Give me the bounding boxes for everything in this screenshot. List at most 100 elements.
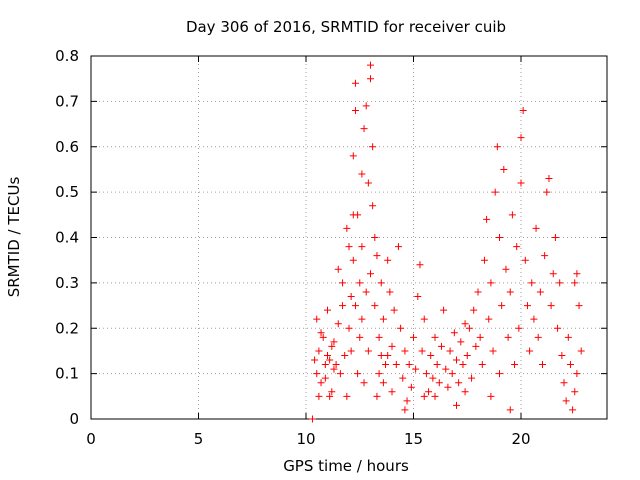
data-point xyxy=(500,165,508,173)
data-point xyxy=(345,324,353,332)
data-point xyxy=(407,383,415,391)
data-point xyxy=(358,243,366,251)
data-point xyxy=(349,256,357,264)
data-points xyxy=(308,61,585,423)
data-point xyxy=(517,179,525,187)
data-point xyxy=(485,315,493,323)
data-point xyxy=(444,383,452,391)
x-tick-label: 0 xyxy=(86,430,96,448)
data-point xyxy=(315,347,323,355)
data-point xyxy=(384,256,392,264)
data-point xyxy=(569,406,577,414)
data-point xyxy=(334,320,342,328)
data-point xyxy=(334,265,342,273)
data-point xyxy=(575,302,583,310)
y-tick-label: 0.6 xyxy=(55,138,79,156)
plot-frame xyxy=(90,55,608,420)
data-point xyxy=(332,361,340,369)
x-tick-labels: 0 5 10 15 20 xyxy=(86,430,530,448)
data-point xyxy=(394,243,402,251)
data-point xyxy=(326,392,334,400)
data-point xyxy=(367,270,374,278)
data-point xyxy=(517,134,525,142)
data-point xyxy=(349,152,357,160)
data-point xyxy=(513,243,521,251)
data-point xyxy=(420,392,428,400)
data-point xyxy=(470,306,478,314)
data-point xyxy=(545,175,553,183)
data-point xyxy=(496,370,503,378)
data-point xyxy=(427,351,435,359)
data-point xyxy=(356,333,364,341)
data-point xyxy=(530,315,538,323)
data-point xyxy=(343,224,351,232)
chart-title: Day 306 of 2016, SRMTID for receiver cui… xyxy=(186,18,506,36)
data-point xyxy=(351,106,359,114)
data-point xyxy=(465,324,473,332)
data-point xyxy=(446,347,454,355)
data-point xyxy=(403,397,411,405)
y-tick-label: 0.4 xyxy=(55,229,79,247)
data-point xyxy=(375,370,383,378)
data-point xyxy=(360,125,368,133)
data-point xyxy=(356,279,364,287)
data-point xyxy=(493,143,501,151)
data-point xyxy=(461,388,469,396)
data-point xyxy=(324,351,331,359)
y-tick-labels: 0 0.1 0.2 0.3 0.4 0.5 0.6 0.7 0.8 xyxy=(55,47,79,428)
data-point xyxy=(573,270,581,278)
x-axis-label: GPS time / hours xyxy=(283,457,409,475)
data-point xyxy=(328,388,336,396)
data-point xyxy=(354,370,362,378)
data-point xyxy=(476,333,484,341)
y-tick-label: 0.2 xyxy=(55,319,79,337)
data-point xyxy=(341,351,349,359)
data-point xyxy=(373,392,381,400)
data-point xyxy=(351,79,359,87)
data-point xyxy=(521,256,529,264)
data-point xyxy=(435,379,443,387)
data-point xyxy=(367,61,374,69)
data-point xyxy=(502,265,510,273)
data-point xyxy=(336,370,344,378)
data-point xyxy=(399,374,407,382)
data-point xyxy=(339,279,347,287)
axis-ticks xyxy=(90,55,607,420)
y-tick-label: 0.1 xyxy=(55,365,79,383)
data-point xyxy=(453,401,460,409)
data-point xyxy=(526,347,534,355)
data-point xyxy=(345,243,353,251)
data-point xyxy=(397,324,405,332)
data-point xyxy=(472,342,480,350)
data-point xyxy=(392,361,400,369)
data-point xyxy=(543,188,551,196)
data-point xyxy=(448,370,456,378)
data-point xyxy=(536,288,544,296)
data-point xyxy=(360,379,368,387)
data-point xyxy=(319,333,327,341)
data-point xyxy=(321,374,329,382)
data-point xyxy=(551,234,559,241)
data-point xyxy=(313,315,321,323)
data-point xyxy=(358,315,366,323)
data-point xyxy=(379,379,387,387)
data-point xyxy=(442,365,450,373)
data-point xyxy=(401,406,409,414)
data-point xyxy=(506,288,514,296)
data-point xyxy=(377,279,385,287)
data-point xyxy=(541,252,549,260)
data-point xyxy=(364,179,372,187)
data-point xyxy=(405,361,413,369)
data-point xyxy=(308,415,316,423)
data-point xyxy=(429,374,437,382)
x-tick-label: 20 xyxy=(511,430,530,448)
data-point xyxy=(457,338,465,346)
data-point xyxy=(498,302,506,310)
data-point xyxy=(351,302,359,310)
x-tick-label: 15 xyxy=(404,430,423,448)
data-point xyxy=(480,256,488,264)
data-point xyxy=(375,333,383,341)
data-point xyxy=(420,315,428,323)
x-tick-label: 5 xyxy=(194,430,204,448)
